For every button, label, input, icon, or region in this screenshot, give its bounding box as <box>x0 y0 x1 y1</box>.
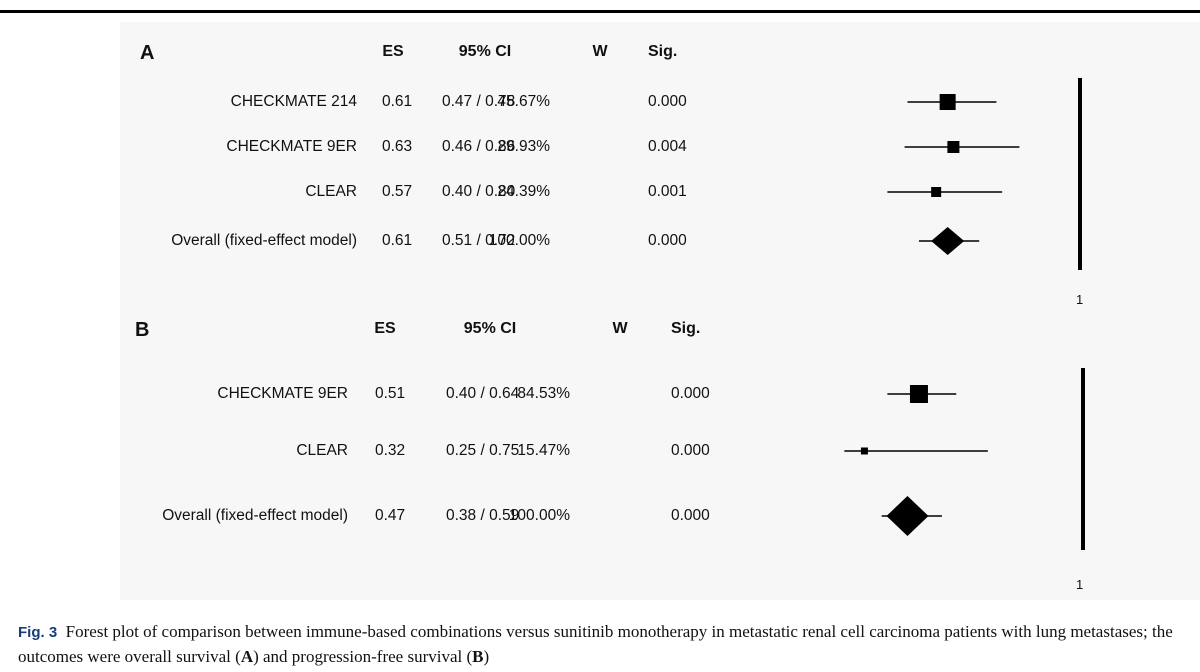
panel-b-row-weight: 100.00% <box>508 507 570 524</box>
panel-b-row-sig: 0.000 <box>671 507 710 524</box>
panel-b-row-weight: 84.53% <box>517 385 570 402</box>
panel-a-row-ci: 0.46 / 0.86 <box>442 138 516 155</box>
panel-a-row-sig: 0.004 <box>648 138 687 155</box>
panel-a-row-sig: 0.000 <box>648 93 687 110</box>
panel-b-letter: B <box>135 319 150 341</box>
panel-a-header-sig: Sig. <box>648 43 678 60</box>
panel-b-header-es: ES <box>374 320 396 337</box>
panel-a-row-es: 0.61 <box>382 93 413 110</box>
panel-b-header-w: W <box>612 320 628 337</box>
panel-b-row-es: 0.47 <box>375 507 406 524</box>
panel-a-row-es: 0.57 <box>382 183 413 200</box>
panel-a-axis-label: 1 <box>1076 292 1084 307</box>
caption-text-1: Forest plot of comparison between immune… <box>18 622 1173 666</box>
panel-b-row-sig: 0.000 <box>671 385 710 402</box>
panel-a-row-es: 0.61 <box>382 232 413 249</box>
panel-a-row-ci: 0.40 / 0.80 <box>442 183 516 200</box>
panel-a-row-label: CLEAR <box>305 183 357 200</box>
caption-a-letter: A <box>240 647 254 666</box>
caption-label: Fig. 3 <box>18 624 58 641</box>
panel-a-row-sig: 0.001 <box>648 183 687 200</box>
panel-b-effect-square <box>860 447 868 455</box>
panel-b-row-label: Overall (fixed-effect model) <box>162 507 348 524</box>
panel-a-row-es: 0.63 <box>382 138 413 155</box>
panel-a-header-ci: 95% CI <box>458 43 512 60</box>
panel-b-row-weight: 15.47% <box>517 442 570 459</box>
panel-a-header-es: ES <box>382 43 404 60</box>
panel-a-header-w: W <box>592 43 608 60</box>
panel-a-row-label: CHECKMATE 9ER <box>226 138 357 155</box>
panel-a-row-ci: 0.47 / 0.78 <box>442 93 516 110</box>
panel-b-row-label: CLEAR <box>296 442 348 459</box>
panel-b-row-es: 0.51 <box>375 385 406 402</box>
panel-a-effect-square <box>939 94 956 110</box>
panel-a-row-ci: 0.51 / 0.72 <box>442 232 516 249</box>
panel-a-row-label: CHECKMATE 214 <box>230 93 357 110</box>
caption-text-3: ) <box>483 647 490 666</box>
panel-b-overall-diamond <box>886 496 929 536</box>
top-rule <box>0 10 1200 13</box>
panel-b-row-sig: 0.000 <box>671 442 710 459</box>
panel-a-effect-square <box>931 187 942 197</box>
figure-panel <box>120 22 1200 600</box>
panel-a-letter: A <box>140 42 155 64</box>
panel-a-row-label: Overall (fixed-effect model) <box>171 232 357 249</box>
panel-b-row-label: CHECKMATE 9ER <box>217 385 348 402</box>
panel-a-row-weight: 24.39% <box>497 183 550 200</box>
panel-a-effect-square <box>947 141 960 153</box>
panel-a-row-weight: 100.00% <box>488 232 550 249</box>
panel-a-row-sig: 0.000 <box>648 232 687 249</box>
panel-b-effect-square <box>909 385 928 403</box>
panel-b-axis-label: 1 <box>1076 577 1084 592</box>
panel-b-header-ci: 95% CI <box>463 320 517 337</box>
panel-a-row-weight: 29.93% <box>497 138 550 155</box>
panel-a-row-weight: 45.67% <box>497 93 550 110</box>
panel-b-row-es: 0.32 <box>375 442 406 459</box>
caption-b-letter: B <box>472 647 484 666</box>
panel-a-overall-diamond <box>931 227 965 255</box>
figure-caption: Fig. 3 Forest plot of comparison between… <box>18 620 1193 669</box>
panel-b-header-sig: Sig. <box>671 320 701 337</box>
panel-b-row-ci: 0.25 / 0.75 <box>446 442 520 459</box>
panel-b-row-ci: 0.40 / 0.64 <box>446 385 520 402</box>
panel-b-row-ci: 0.38 / 0.59 <box>446 507 520 524</box>
caption-text-2: ) and progression-free survival ( <box>253 647 473 666</box>
